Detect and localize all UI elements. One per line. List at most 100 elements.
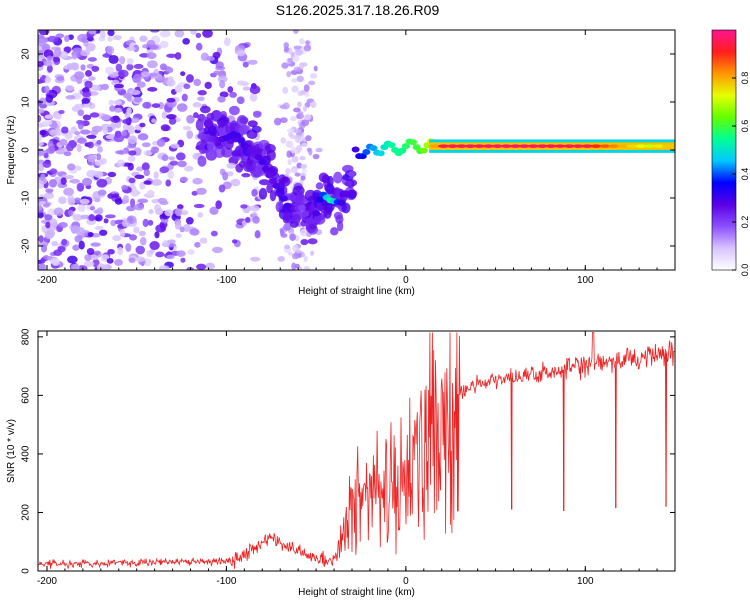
carrier-band-cell <box>429 144 441 148</box>
spectrogram-cell <box>38 38 47 47</box>
spectrogram-cell <box>230 178 241 187</box>
snr-x-tick-label: 100 <box>577 576 594 587</box>
spectrogram-cell <box>149 30 160 33</box>
spectrogram-cell <box>44 230 55 240</box>
spectrogram-cell <box>176 250 186 257</box>
spectrogram-cell <box>247 59 258 65</box>
spectrogram-cell <box>70 225 81 234</box>
spectrogram-cell <box>398 147 407 154</box>
spectrogram-cell <box>258 179 270 186</box>
spectrogram-cell <box>180 209 189 216</box>
spectrogram-cell <box>100 83 109 91</box>
snr-x-tick-label: -200 <box>37 576 57 587</box>
spectrogram-cell <box>155 251 165 258</box>
spectrogram-cell <box>125 243 132 252</box>
spectrogram-cell <box>117 246 124 256</box>
spectrogram-cell <box>40 173 46 182</box>
spectrogram-cell <box>141 142 151 148</box>
spectrogram-cell <box>79 198 90 205</box>
carrier-band-cell <box>518 144 530 148</box>
spectrogram-cell <box>185 74 194 83</box>
spectrogram-cell <box>272 183 281 189</box>
spectrogram-cell <box>241 172 251 178</box>
spectrogram-cell <box>148 249 156 254</box>
spectrogram-cell <box>419 147 428 154</box>
spectrogram-cell <box>219 91 229 98</box>
spectrogram-cell <box>147 219 154 226</box>
spectrogram-cell <box>105 214 116 219</box>
spectrogram-cell <box>121 130 128 137</box>
spectrogram-cell <box>315 147 323 153</box>
spectrogram-cell <box>116 159 125 167</box>
carrier-band-cell <box>527 144 539 148</box>
spectrogram-cell <box>114 83 124 89</box>
carrier-band-cell <box>500 144 512 148</box>
carrier-band-cell <box>545 144 557 148</box>
spectrogram-cell <box>38 30 50 36</box>
spectrogram-cell <box>307 238 318 245</box>
spectrogram-cell <box>304 217 313 224</box>
spectrogram-cell <box>44 114 53 119</box>
spectrogram-cell <box>300 175 306 181</box>
spectrogram-cell <box>156 76 166 82</box>
spectrogram-cell <box>105 134 116 140</box>
spectrogram-cell <box>251 125 262 133</box>
spectrogram-cell <box>127 135 138 145</box>
spectrogram-cell <box>168 117 177 125</box>
spectrogram-cell <box>194 241 201 248</box>
spectrogram-cell <box>140 71 151 77</box>
spectrogram-cell <box>236 114 248 127</box>
spectrogram-cell <box>44 192 54 200</box>
spectrogram-cell <box>205 262 215 270</box>
spectrogram-cell <box>290 115 298 122</box>
spectrogram-cell <box>190 30 197 35</box>
snr-y-tick-label: 800 <box>21 328 32 345</box>
spectrogram-cell <box>245 216 251 223</box>
spec-x-tick-label: 0 <box>403 275 409 286</box>
spectrogram-cell <box>66 142 75 152</box>
spectrogram-cell <box>333 171 343 184</box>
spectrogram-cell <box>41 120 53 126</box>
spectrogram-cell <box>142 101 152 109</box>
spectrogram-cell <box>133 96 142 103</box>
spec-y-axis-label: Frequency (Hz) <box>6 116 17 185</box>
spectrogram-cell <box>269 190 277 202</box>
spectrogram-cell <box>204 81 212 90</box>
spectrogram-cell <box>90 242 101 247</box>
spectrogram-cell <box>126 63 134 71</box>
spectrogram-cell <box>279 195 288 202</box>
spectrogram-cell <box>38 204 43 211</box>
spectrogram-cell <box>299 155 306 161</box>
spectrogram-cell <box>38 60 44 68</box>
spectrogram-cell <box>91 125 103 133</box>
spectrogram-cell <box>74 103 85 109</box>
spectrogram-cell <box>279 117 288 123</box>
spectrogram-cell <box>195 32 202 39</box>
spectrogram-cell <box>66 63 73 71</box>
spectrogram-cell <box>42 203 50 208</box>
spectrogram-cell <box>197 90 207 96</box>
spectrogram-cell <box>127 144 137 149</box>
spectrogram-cell <box>302 105 308 112</box>
spectrogram-cell <box>318 172 329 183</box>
spectrogram-cell <box>73 197 82 204</box>
spectrogram-cell <box>64 131 73 140</box>
spectrogram-cell <box>176 103 188 112</box>
spectrogram-cell <box>115 63 123 72</box>
spectrogram-cell <box>114 107 123 113</box>
spectrogram-cell <box>38 108 45 114</box>
spectrogram-cell <box>156 138 166 148</box>
spectrogram-cell <box>63 151 72 157</box>
spectrogram-cell <box>82 91 92 98</box>
spectrogram-cell <box>301 211 310 217</box>
spectrogram-cell <box>174 52 182 60</box>
spectrogram-cell <box>112 35 122 41</box>
spectrogram-cell <box>135 245 146 255</box>
spectrogram-cell <box>79 129 91 135</box>
spectrogram-cell <box>295 144 303 153</box>
spectrogram-cell <box>38 163 45 172</box>
spectrogram-cell <box>334 188 342 199</box>
snr-y-tick-label: 200 <box>21 504 32 521</box>
spectrogram-cell <box>174 85 183 93</box>
